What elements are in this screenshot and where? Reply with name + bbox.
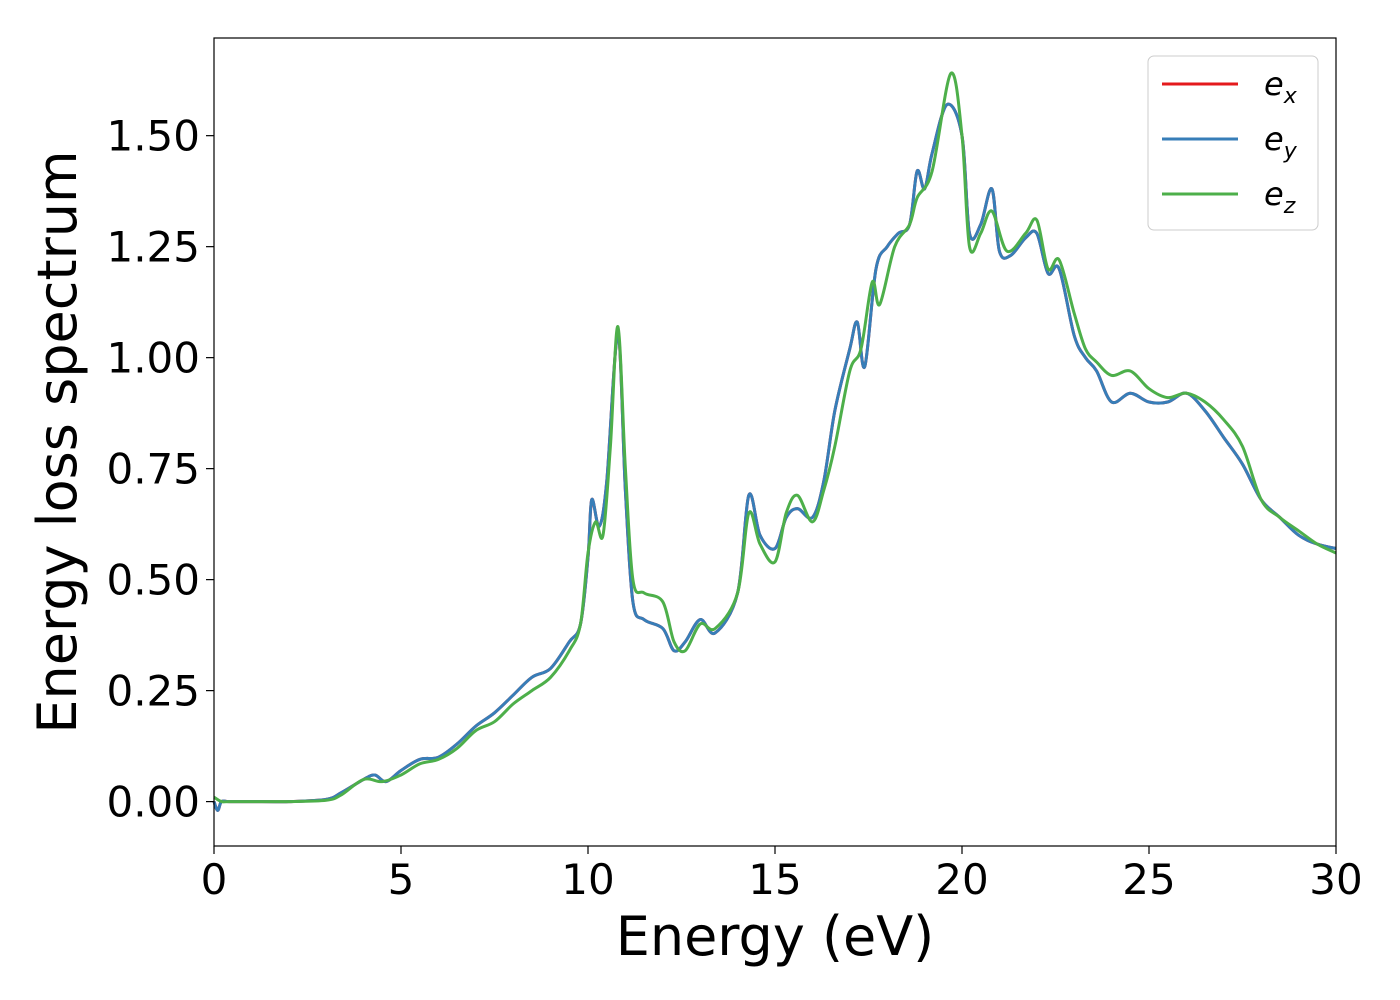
- legend: ex ey ez: [1147, 55, 1319, 231]
- x-tick-label: 10: [561, 855, 614, 904]
- plot-frame: [213, 37, 1337, 847]
- y-tick-label: 0.00: [106, 778, 200, 827]
- legend-label-y: ey: [1264, 120, 1298, 164]
- series-line-y: [212, 102, 1337, 812]
- ticks-layer: 0 5 10 15 20 25 30 0.00 0.25 0.50 0.75 1.00 1.25 1.50: [106, 112, 1362, 904]
- y-tick-label: 1.50: [106, 112, 200, 161]
- x-tick-label: 30: [1309, 855, 1362, 904]
- x-tick-label: 0: [201, 855, 228, 904]
- x-tick-label: 20: [935, 855, 988, 904]
- y-tick-label: 1.25: [106, 223, 200, 272]
- y-tick-label: 0.75: [106, 445, 200, 494]
- series-line-z: [213, 71, 1337, 804]
- legend-label-z: ez: [1264, 175, 1296, 219]
- legend-box: [1147, 55, 1319, 231]
- y-tick-label: 0.25: [106, 667, 200, 716]
- series-layer: [212, 71, 1337, 812]
- y-tick-label: 0.50: [106, 556, 200, 605]
- y-axis-label: Energy loss spectrum: [26, 150, 89, 733]
- x-tick-label: 5: [388, 855, 415, 904]
- legend-label-x: ex: [1264, 65, 1298, 109]
- y-tick-label: 1.00: [106, 334, 200, 383]
- x-tick-label: 15: [748, 855, 801, 904]
- x-tick-label: 25: [1122, 855, 1175, 904]
- x-axis-label: Energy (eV): [616, 905, 935, 968]
